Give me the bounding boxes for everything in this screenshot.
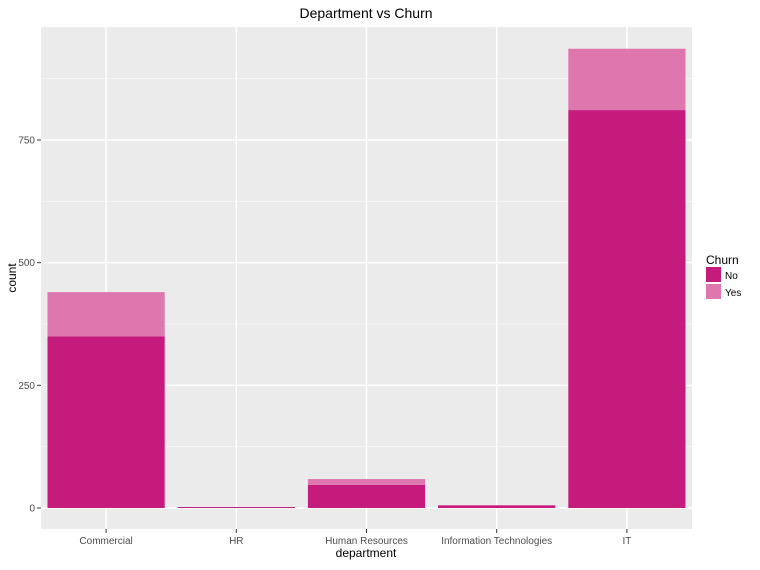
x-tick-label: Commercial [79, 536, 132, 547]
y-tick-label: 0 [29, 504, 35, 515]
x-tick-label: Information Technologies [441, 536, 552, 547]
bar-no [568, 110, 685, 508]
bar-yes [48, 292, 165, 336]
x-tick-label: HR [229, 536, 243, 547]
legend-label-yes: Yes [725, 288, 741, 299]
legend: Churn No Yes [706, 253, 741, 299]
legend-label-no: No [725, 271, 738, 282]
y-tick-label: 500 [18, 258, 35, 269]
bar-no [438, 506, 555, 508]
legend-key-no [706, 267, 721, 282]
y-tick-label: 250 [18, 381, 35, 392]
x-axis-label: department [336, 546, 397, 560]
bar-no [178, 507, 295, 508]
chart-title: Department vs Churn [299, 5, 432, 21]
legend-title: Churn [706, 253, 739, 267]
bar-no [48, 336, 165, 508]
y-axis: 0 250 500 750 [18, 136, 41, 515]
bar-yes [568, 49, 685, 110]
y-axis-label: count [5, 263, 19, 293]
legend-key-yes [706, 284, 721, 299]
x-tick-label: IT [622, 536, 631, 547]
y-tick-label: 750 [18, 136, 35, 147]
bar-no [308, 485, 425, 508]
bar-yes [308, 479, 425, 485]
